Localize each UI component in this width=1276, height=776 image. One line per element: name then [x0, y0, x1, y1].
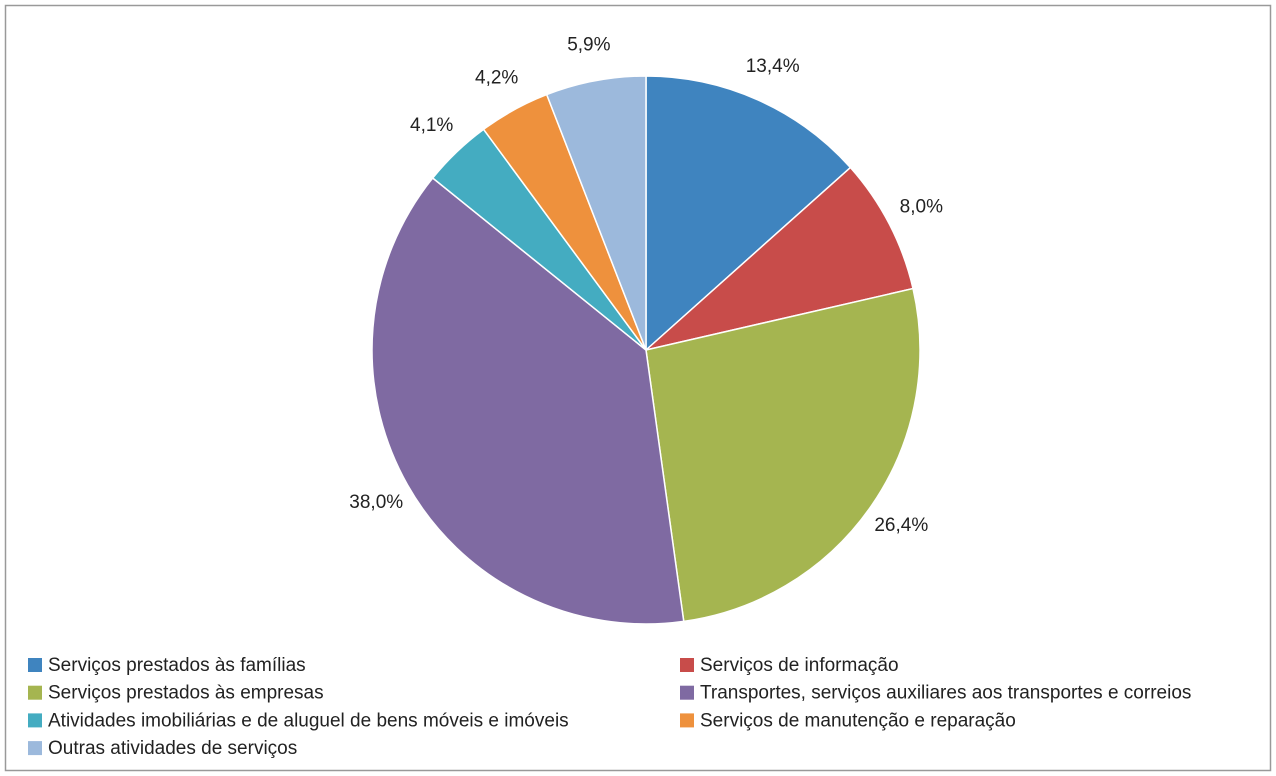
data-label: 8,0% [900, 197, 943, 218]
legend-label: Serviços prestados às empresas [48, 683, 324, 704]
legend-label: Serviços de manutenção e reparação [700, 710, 1016, 731]
legend-swatch [28, 741, 42, 756]
pie-slice [645, 166, 914, 351]
legend-swatch [28, 658, 42, 672]
data-label: 38,0% [349, 492, 403, 513]
legend-label: Serviços prestados às famílias [48, 655, 306, 676]
pie-slice [545, 75, 647, 351]
legend-swatch [680, 685, 694, 700]
legend-swatch [28, 685, 42, 700]
legend-label: Serviços de informação [700, 655, 899, 676]
legend-label: Transportes, serviços auxiliares aos tra… [700, 683, 1191, 704]
pie-slice [645, 75, 852, 352]
data-label: 4,2% [475, 67, 518, 88]
legend-swatch [28, 713, 42, 728]
legend-swatch [680, 713, 694, 728]
legend-swatch [680, 658, 694, 672]
legend-label: Outras atividades de serviços [48, 738, 297, 759]
data-label: 26,4% [874, 515, 928, 536]
data-label: 5,9% [567, 34, 610, 55]
pie-slice [371, 176, 685, 625]
data-label: 4,1% [410, 115, 453, 136]
pie-slice [645, 287, 921, 623]
legend-label: Atividades imobiliárias e de aluguel de … [48, 710, 569, 731]
data-label: 13,4% [746, 56, 800, 77]
